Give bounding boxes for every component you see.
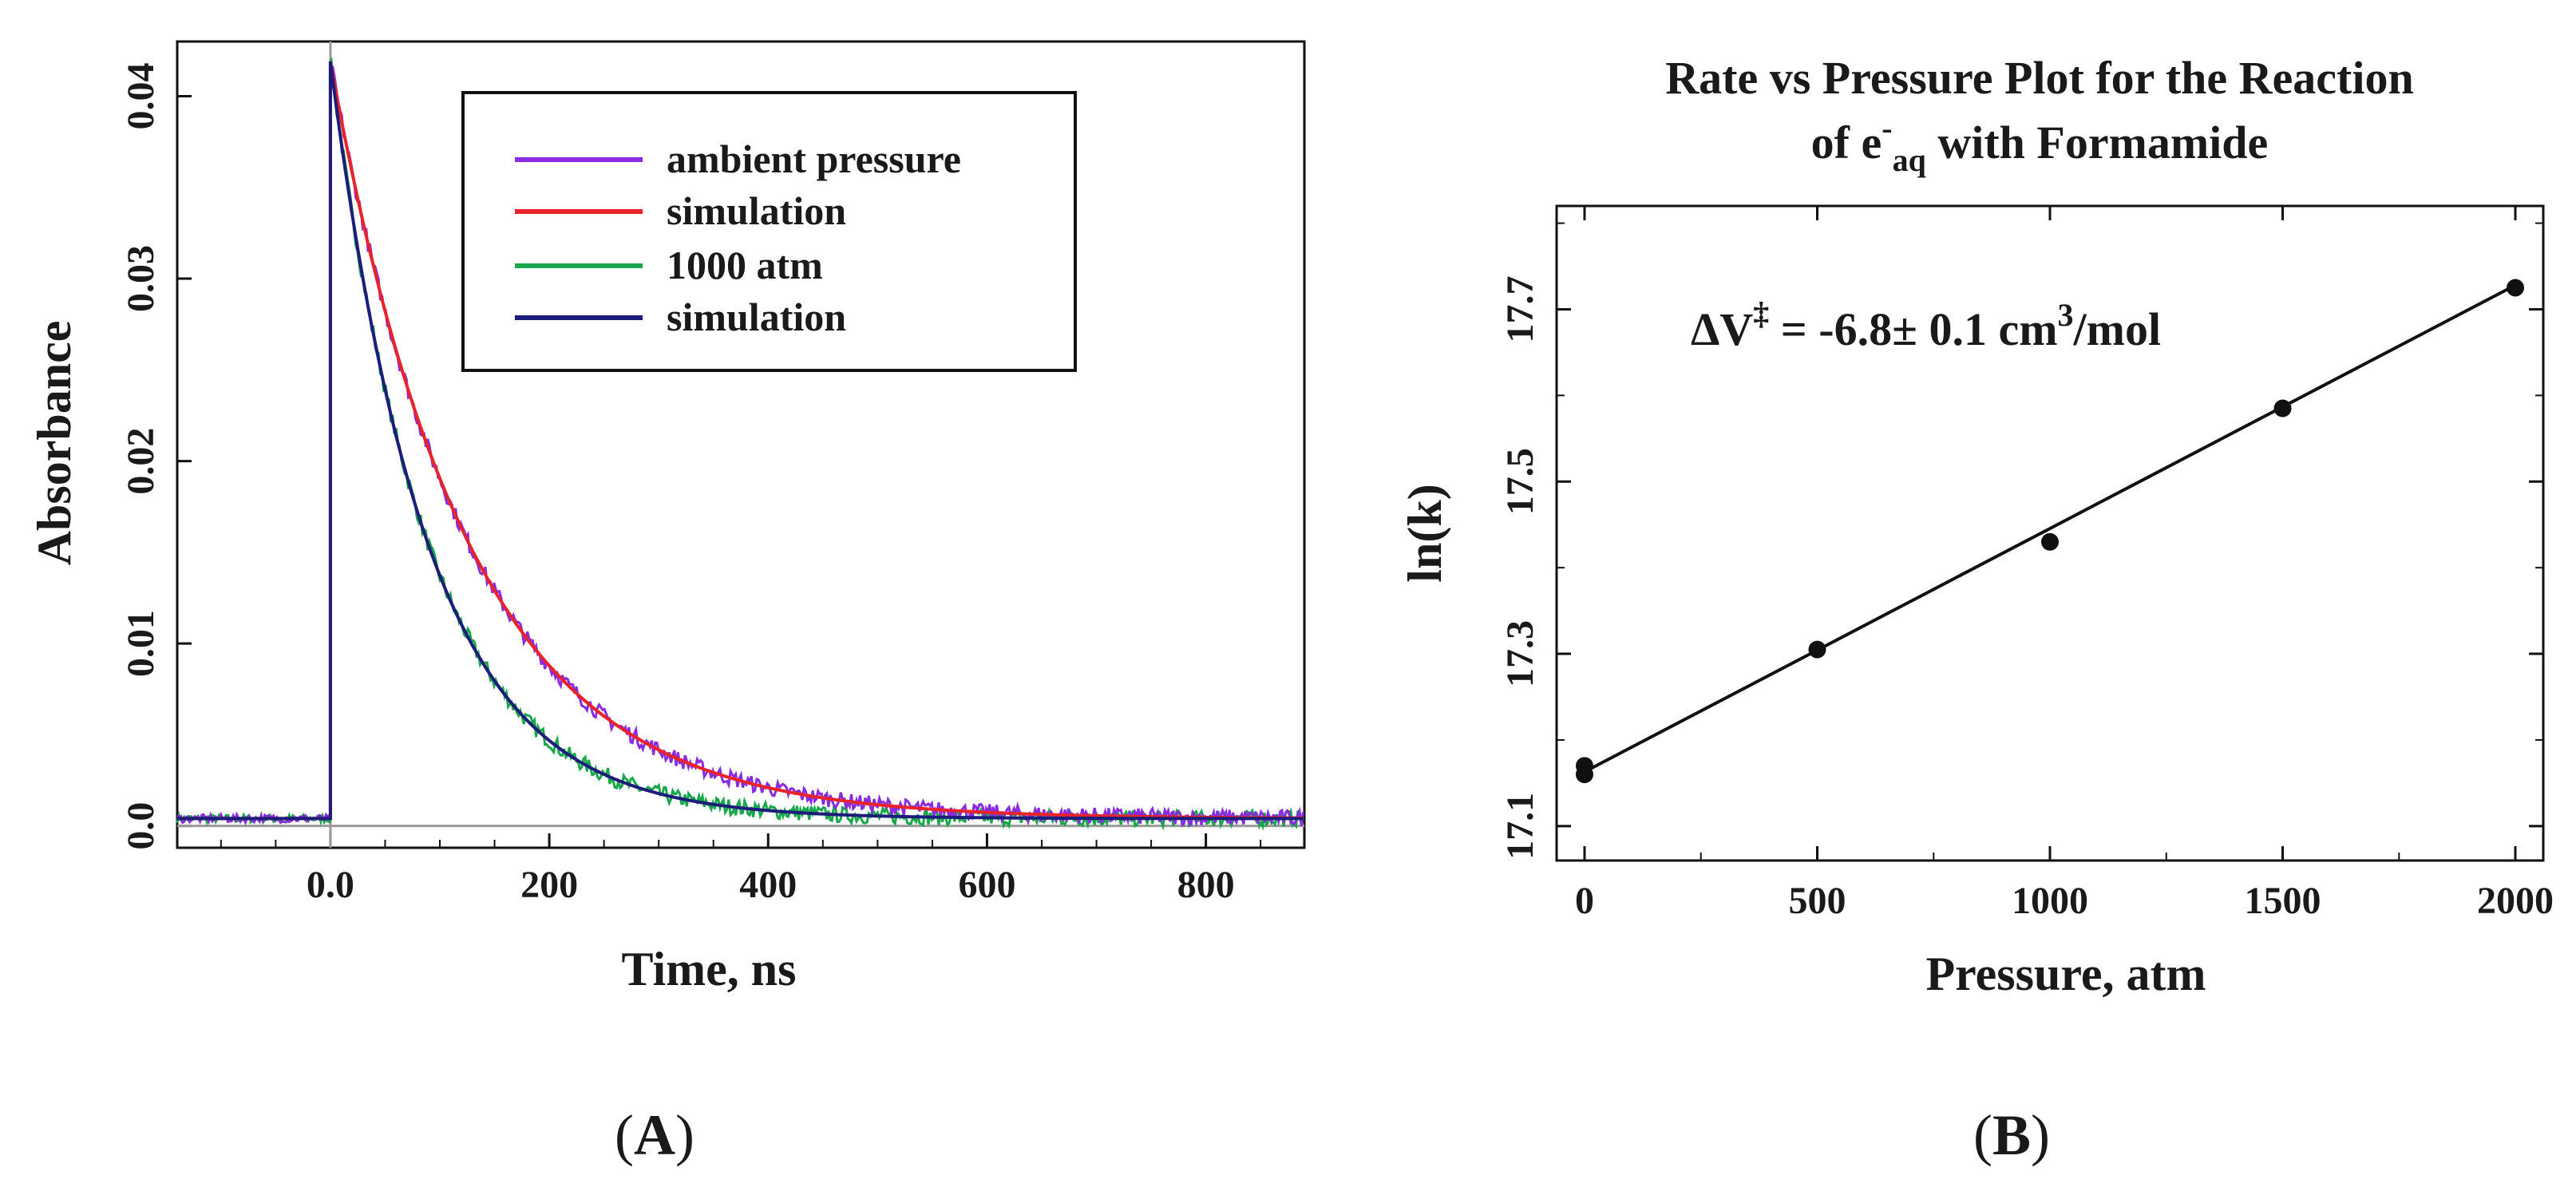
x-tick-label: 1500 [2245, 880, 2321, 922]
chart-a-x-axis-label: Time, ns [622, 943, 797, 995]
chart-b: Rate vs Pressure Plot for the Reaction o… [1399, 52, 2554, 1000]
panel-label-a: (A) [615, 1103, 694, 1167]
legend-label-simulation-red: simulation [667, 188, 846, 233]
chart-b-y-axis-label: ln(k) [1399, 484, 1451, 582]
chart-a-legend-box [461, 91, 1077, 372]
fit-line [1584, 283, 2516, 774]
chart-a-x-ticks: 0.0 200 400 600 800 [220, 833, 1262, 906]
data-point [1808, 640, 1826, 659]
chart-b-title-line2: of e-aq with Formamide [1811, 110, 2269, 178]
series-line [177, 61, 1304, 821]
x-tick-label: 600 [958, 864, 1015, 906]
y-tick-label: 17.3 [1499, 620, 1541, 687]
chart-b-title-line1: Rate vs Pressure Plot for the Reaction [1665, 52, 2413, 104]
x-tick-label: 400 [739, 864, 797, 906]
chart-b-series [1575, 279, 2525, 784]
y-tick-label: 17.7 [1499, 275, 1541, 342]
data-point [2041, 532, 2059, 551]
x-tick-label: 200 [520, 864, 578, 906]
chart-b-annotation-delta-v: ΔV‡ = -6.8± 0.1 cm3/mol [1691, 295, 2161, 355]
data-point [1575, 757, 1593, 775]
legend-label-simulation-blue: simulation [667, 295, 846, 339]
chart-a-series [176, 57, 1304, 831]
x-tick-label: 800 [1177, 864, 1235, 906]
x-tick-label: 0.0 [307, 864, 354, 906]
data-point [2273, 399, 2292, 417]
y-tick-label: 17.5 [1499, 448, 1541, 515]
y-tick-label: 0.04 [120, 63, 162, 130]
series-line [177, 61, 1304, 821]
panel-label-b: (B) [1973, 1103, 2050, 1167]
chart-a: 0.0 200 400 600 800 0.0 0.01 0.02 0.03 0.04 ambi… [28, 40, 1306, 995]
chart-a-y-axis-label: Absorbance [28, 321, 81, 566]
y-tick-label: 0.01 [120, 610, 162, 677]
x-tick-label: 1000 [2012, 880, 2088, 922]
chart-b-y-ticks: 17.1 17.3 17.5 17.7 [1499, 222, 2543, 860]
legend-label-1000-atm: 1000 atm [667, 243, 823, 287]
x-tick-label: 0 [1575, 880, 1594, 922]
data-point [2507, 279, 2525, 297]
x-tick-label: 500 [1788, 880, 1846, 922]
chart-b-x-ticks: 0 500 1000 1500 2000 [1575, 206, 2554, 922]
y-tick-label: 0.03 [120, 245, 162, 312]
y-tick-label: 17.1 [1499, 793, 1541, 860]
legend-label-ambient-pressure: ambient pressure [667, 137, 961, 181]
chart-b-x-axis-label: Pressure, atm [1925, 948, 2206, 1000]
y-tick-label: 0.02 [120, 428, 162, 495]
y-tick-label: 0.0 [120, 802, 162, 850]
x-tick-label: 2000 [2477, 880, 2554, 922]
